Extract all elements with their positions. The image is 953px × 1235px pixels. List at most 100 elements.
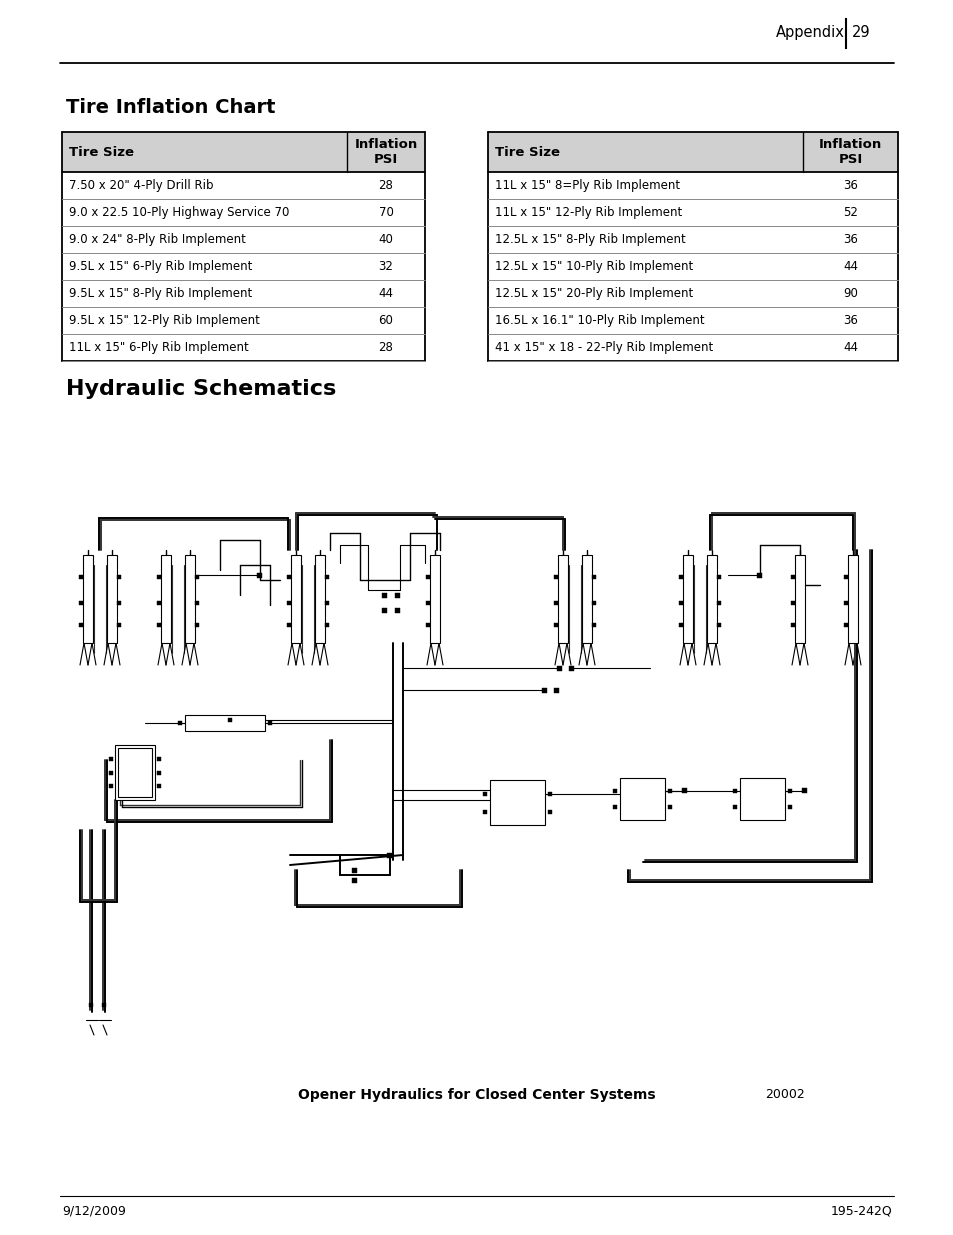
Bar <box>490 781 544 825</box>
Text: 7.50 x 20" 4-Ply Drill Rib: 7.50 x 20" 4-Ply Drill Rib <box>69 179 213 191</box>
Bar <box>679 576 682 579</box>
Text: 36: 36 <box>842 314 857 327</box>
Bar <box>554 688 558 693</box>
Bar <box>794 555 804 643</box>
Bar <box>787 805 791 809</box>
Bar <box>325 601 329 605</box>
Bar <box>395 593 400 598</box>
Bar <box>109 784 112 788</box>
Bar <box>157 624 161 627</box>
Bar <box>157 601 161 605</box>
Bar <box>157 771 161 774</box>
Bar <box>352 878 357 883</box>
Bar <box>287 624 291 627</box>
Text: 52: 52 <box>842 206 857 219</box>
Bar <box>117 576 121 579</box>
Bar <box>161 555 171 643</box>
Bar <box>194 601 199 605</box>
Bar <box>117 601 121 605</box>
Bar <box>554 624 558 627</box>
Bar <box>107 555 117 643</box>
Bar <box>679 601 682 605</box>
Bar <box>325 624 329 627</box>
Text: Opener Hydraulics for Closed Center Systems: Opener Hydraulics for Closed Center Syst… <box>298 1088 655 1102</box>
Text: 28: 28 <box>378 341 393 354</box>
Bar <box>613 789 617 793</box>
Text: 12.5L x 15" 20-Ply Rib Implement: 12.5L x 15" 20-Ply Rib Implement <box>495 287 693 300</box>
Text: 11L x 15" 8=Ply Rib Implement: 11L x 15" 8=Ply Rib Implement <box>495 179 679 191</box>
Text: 28: 28 <box>378 179 393 191</box>
Bar <box>547 809 552 814</box>
Text: 36: 36 <box>842 233 857 246</box>
Bar <box>843 624 847 627</box>
Bar <box>109 771 112 774</box>
Bar <box>717 624 720 627</box>
Bar <box>194 624 199 627</box>
Bar <box>430 555 439 643</box>
Bar <box>185 555 194 643</box>
Bar <box>542 688 547 693</box>
Text: 12.5L x 15" 8-Ply Rib Implement: 12.5L x 15" 8-Ply Rib Implement <box>495 233 685 246</box>
Bar <box>268 721 272 725</box>
Text: 195-242Q: 195-242Q <box>829 1204 891 1216</box>
Bar <box>287 601 291 605</box>
Bar <box>314 555 325 643</box>
Bar <box>717 601 720 605</box>
Text: 44: 44 <box>842 261 857 273</box>
Text: Appendix: Appendix <box>775 25 844 40</box>
Bar <box>185 715 265 731</box>
Text: 40: 40 <box>378 233 393 246</box>
Bar <box>352 867 357 872</box>
Text: Tire Inflation Chart: Tire Inflation Chart <box>66 98 275 117</box>
Bar <box>554 601 558 605</box>
Text: 41 x 15" x 18 - 22-Ply Rib Implement: 41 x 15" x 18 - 22-Ply Rib Implement <box>495 341 713 354</box>
Bar <box>667 805 671 809</box>
Bar <box>325 576 329 579</box>
Bar <box>558 555 567 643</box>
Bar <box>118 748 152 797</box>
Bar <box>228 718 232 722</box>
Bar <box>706 555 717 643</box>
Bar <box>79 624 83 627</box>
Bar <box>89 1003 92 1007</box>
Bar <box>679 624 682 627</box>
Bar <box>740 778 784 820</box>
Bar <box>790 624 794 627</box>
Bar <box>291 555 301 643</box>
Text: 9.5L x 15" 8-Ply Rib Implement: 9.5L x 15" 8-Ply Rib Implement <box>69 287 252 300</box>
Text: 16.5L x 16.1" 10-Ply Rib Implement: 16.5L x 16.1" 10-Ply Rib Implement <box>495 314 704 327</box>
Bar <box>117 624 121 627</box>
Bar <box>790 601 794 605</box>
Bar <box>717 576 720 579</box>
Text: Inflation
PSI: Inflation PSI <box>818 138 882 165</box>
Bar <box>157 784 161 788</box>
Bar <box>732 805 737 809</box>
Bar <box>787 789 791 793</box>
Bar <box>79 576 83 579</box>
Bar <box>592 601 596 605</box>
Bar <box>395 608 400 613</box>
Bar <box>482 809 486 814</box>
Text: 90: 90 <box>842 287 857 300</box>
Bar <box>102 1003 106 1007</box>
Text: 60: 60 <box>378 314 393 327</box>
Bar <box>732 789 737 793</box>
Bar <box>178 721 182 725</box>
Bar <box>257 573 262 578</box>
Bar <box>79 601 83 605</box>
Bar <box>109 757 112 761</box>
Bar <box>488 132 897 172</box>
Bar <box>847 555 857 643</box>
Text: 70: 70 <box>378 206 393 219</box>
Bar <box>592 576 596 579</box>
Text: Tire Size: Tire Size <box>495 146 559 158</box>
Text: Inflation
PSI: Inflation PSI <box>354 138 417 165</box>
Text: 9.0 x 22.5 10-Ply Highway Service 70: 9.0 x 22.5 10-Ply Highway Service 70 <box>69 206 289 219</box>
Bar <box>382 608 387 613</box>
Bar <box>801 788 806 793</box>
Bar <box>115 745 154 800</box>
Text: 29: 29 <box>851 25 870 40</box>
Bar <box>843 601 847 605</box>
Text: 9/12/2009: 9/12/2009 <box>62 1204 126 1216</box>
Text: 9.5L x 15" 12-Ply Rib Implement: 9.5L x 15" 12-Ply Rib Implement <box>69 314 259 327</box>
